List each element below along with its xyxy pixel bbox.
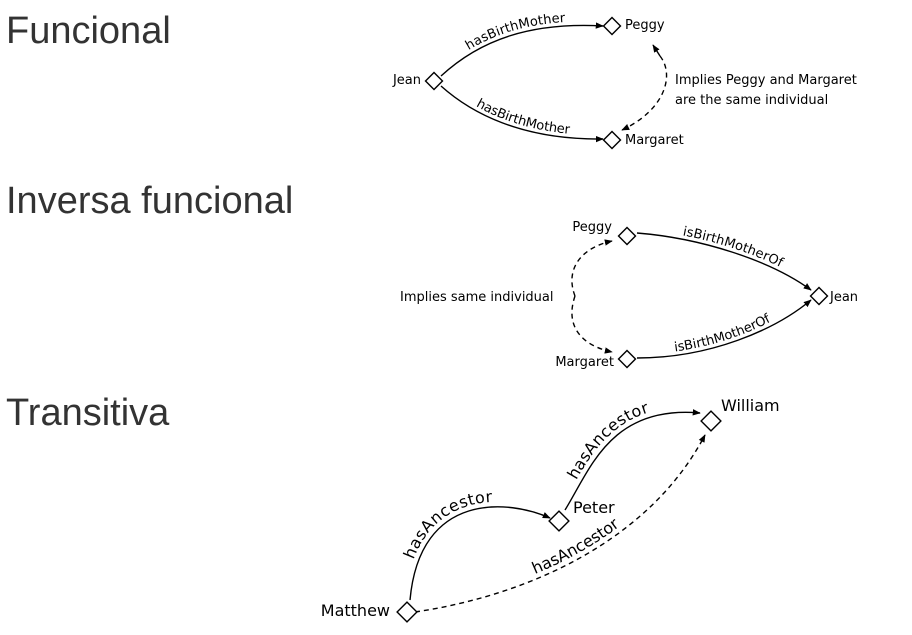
- node-label-jean: Jean: [392, 73, 421, 88]
- edge-label-peter-william: hasAncestor: [563, 398, 651, 482]
- node-label-peggy: Peggy: [572, 220, 612, 235]
- edge-label-bottom: isBirthMotherOf: [673, 311, 773, 355]
- node-label-matthew: Matthew: [321, 601, 390, 620]
- note-line-2: are the same individual: [675, 93, 828, 108]
- node-jean: [809, 286, 829, 306]
- title-inversa-funcional: Inversa funcional: [6, 180, 294, 222]
- node-peggy: [602, 16, 622, 36]
- note: Implies same individual: [400, 290, 554, 305]
- node-jean: [424, 71, 444, 91]
- edge-jean-margaret: [440, 85, 604, 140]
- node-label-jean: Jean: [829, 290, 858, 305]
- node-william: [700, 410, 722, 432]
- edge-same-individual: [621, 55, 668, 131]
- node-label-margaret: Margaret: [625, 133, 684, 148]
- functional-diagram: hasBirthMother hasBirthMother Jean Peggy…: [392, 11, 857, 150]
- title-funcional: Funcional: [6, 10, 171, 52]
- transitive-diagram: hasAncestor hasAncestor hasAncestor Matt…: [321, 396, 780, 623]
- node-label-margaret: Margaret: [555, 355, 614, 370]
- edge-jean-peggy: [440, 24, 604, 77]
- node-margaret: [617, 349, 637, 369]
- edge-same-individual-head: [652, 44, 661, 57]
- edge-label-top: isBirthMotherOf: [682, 224, 786, 271]
- edge-label-matthew-william: hasAncestor: [529, 514, 623, 578]
- node-peggy: [617, 226, 637, 246]
- node-label-william: William: [721, 396, 780, 415]
- edge-label-top: hasBirthMother: [463, 11, 566, 54]
- node-label-peggy: Peggy: [625, 18, 665, 33]
- inverse-functional-diagram: isBirthMotherOf isBirthMotherOf Peggy Ma…: [400, 220, 858, 370]
- node-label-peter: Peter: [573, 498, 615, 517]
- edge-same-individual-down: [571, 295, 613, 354]
- title-transitiva: Transitiva: [6, 392, 170, 434]
- note-line-1: Implies Peggy and Margaret: [675, 73, 857, 88]
- edge-label-matthew-peter: hasAncestor: [400, 487, 494, 561]
- node-margaret: [602, 130, 622, 150]
- node-peter: [548, 510, 570, 532]
- node-matthew: [396, 601, 418, 623]
- edge-matthew-peter: [409, 506, 551, 601]
- edge-same-individual-up: [571, 239, 613, 297]
- edge-margaret-jean: [636, 299, 812, 359]
